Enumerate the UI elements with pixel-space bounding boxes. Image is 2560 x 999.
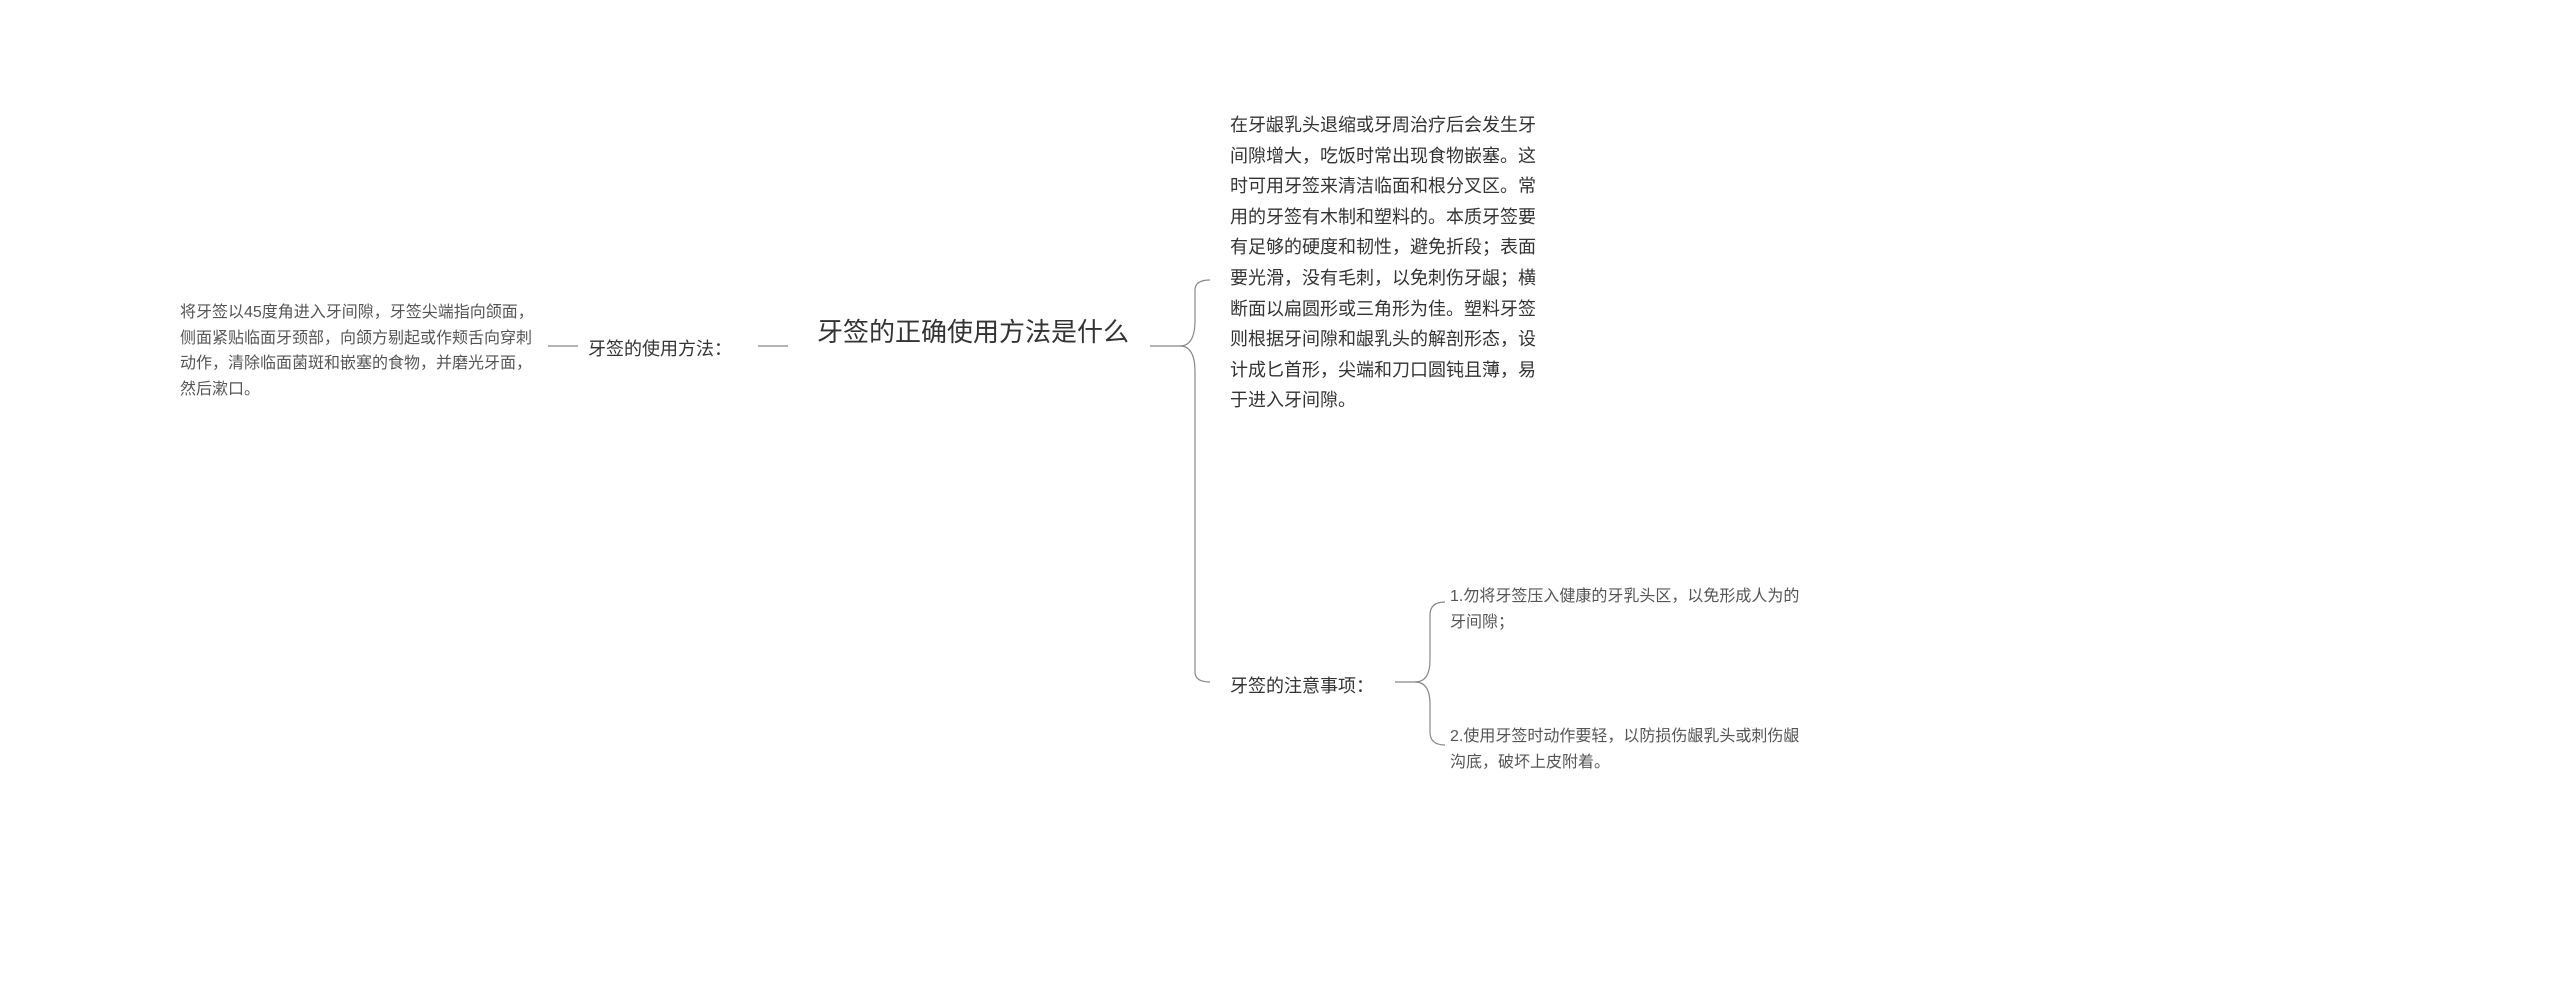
mindmap-center-node: 牙签的正确使用方法是什么 xyxy=(808,312,1138,354)
precaution-item-1: 1.勿将牙签压入健康的牙乳头区，以免形成人为的牙间隙； xyxy=(1450,584,1800,635)
right-leaf-description: 在牙龈乳头退缩或牙周治疗后会发生牙间隙增大，吃饭时常出现食物嵌塞。这时可用牙签来… xyxy=(1230,110,1550,416)
left-leaf-usage-method: 将牙签以45度角进入牙间隙，牙签尖端指向颌面，侧面紧贴临面牙颈部，向颌方剔起或作… xyxy=(180,300,540,402)
precaution-item-2: 2.使用牙签时动作要轻，以防损伤龈乳头或刺伤龈沟底，破坏上皮附着。 xyxy=(1450,724,1800,775)
left-branch-label: 牙签的使用方法： xyxy=(588,335,732,364)
right-branch-precautions-label: 牙签的注意事项： xyxy=(1230,672,1374,701)
